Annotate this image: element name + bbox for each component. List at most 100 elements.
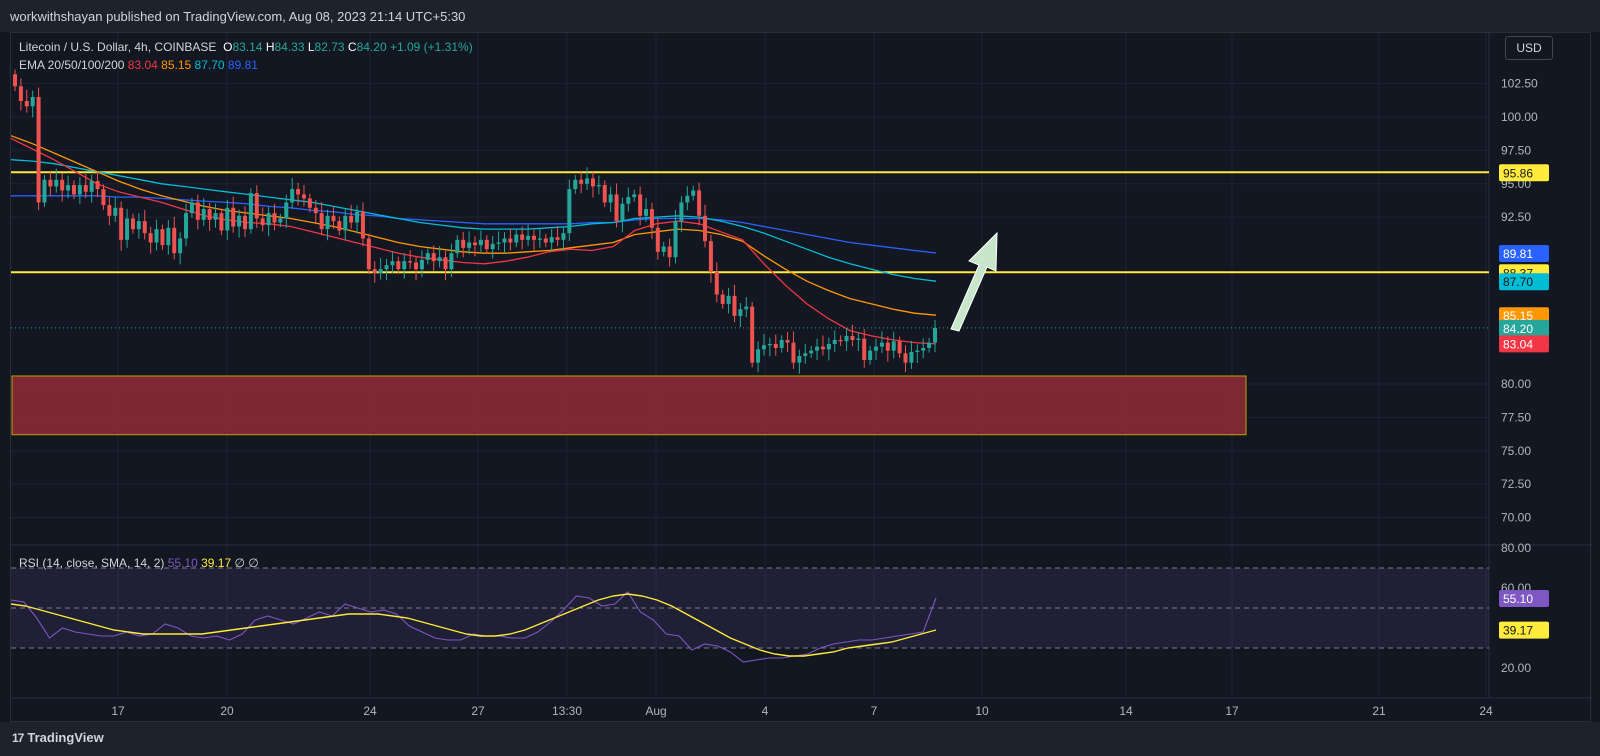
rsi-badge [1499,621,1549,639]
candle-body [673,221,678,258]
candle-body [284,202,289,219]
candle-body [596,185,601,187]
ema20-line [11,137,937,345]
high-value: 84.33 [274,40,305,54]
rsi-badge-text: 55.10 [1503,592,1533,606]
candle-body [685,195,690,203]
candle-body [915,350,920,352]
chart-frame[interactable]: 102.50 100.00 97.50 95.00 92.50 80.00 77.50 75.… [10,32,1592,723]
candle-body [555,237,560,240]
candle-body [708,241,713,272]
candle-body [372,269,377,274]
price-badge-ema200 [1499,245,1549,263]
candle-body [325,215,330,230]
candle-body [508,238,513,243]
candle-body [608,194,613,203]
candle-body [850,335,855,340]
candle-body [573,179,578,190]
candle-body [349,215,354,223]
candle-body [213,213,218,220]
candle-body [414,262,419,270]
candle-body [691,190,696,196]
candle-body [815,346,820,351]
candle-body [455,239,460,254]
candle-body [331,215,336,222]
candle-body [154,229,159,243]
rsi-badge-text: 39.17 [1503,624,1533,638]
candle-body [638,194,643,216]
time-tick-label: 14 [1119,704,1133,718]
time-tick-label: Aug [645,704,666,718]
candle-body [266,213,271,226]
candle-body [172,227,177,254]
candle-body [531,235,536,240]
candle-body [48,179,53,187]
candle-body [378,269,383,274]
candle-body [225,207,230,231]
candle-body [714,271,719,295]
candle-body [738,309,743,316]
candle-body [136,221,141,230]
candle-body [655,227,660,252]
candle-body [744,306,749,310]
candle-body [679,202,684,222]
candle-body [219,213,224,231]
candle-body [632,194,637,198]
time-tick-label: 21 [1372,704,1386,718]
candle-body [166,227,171,246]
rsi-badge [1499,590,1549,607]
candle-body [626,197,631,204]
candle-body [119,207,124,240]
candle-body [184,213,189,239]
candle-body [862,338,867,360]
price-tick-label: 70.00 [1501,511,1531,525]
price-badge-text-resistance-level: 95.86 [1503,166,1533,180]
price-tick-label: 75.00 [1501,444,1531,458]
candle-body [579,179,584,184]
candle-body [71,185,76,195]
tradingview-logo[interactable]: 17 TradingView [12,730,104,745]
candle-body [272,213,277,223]
time-tick-label: 17 [1225,704,1239,718]
candle-body [384,265,389,270]
candle-body [237,215,242,227]
price-badge-text-last-price: 84.20 [1503,322,1533,336]
time-tick-label: 17 [111,704,125,718]
candle-body [107,205,112,216]
symbol-legend: Litecoin / U.S. Dollar, 4h, COINBASE O83… [19,40,473,54]
candle-body [142,221,147,234]
candle-body [231,207,236,227]
candle-body [467,242,472,248]
candle-body [697,190,702,216]
price-tick-label: 92.50 [1501,210,1531,224]
chart-canvas[interactable]: 102.50100.0097.5095.0092.5080.0077.5075.… [11,33,1592,723]
price-tick-label: 100.00 [1501,110,1538,124]
price-badge-text-ema100: 87.70 [1503,275,1533,289]
rsi-extra-1: ∅ [234,556,245,570]
candle-body [425,253,430,260]
symbol-name: Litecoin / U.S. Dollar, 4h, COINBASE [19,40,217,54]
candle-body [537,238,542,240]
candle-body [343,215,348,231]
rsi-extra-2: ∅ [248,556,259,570]
time-tick-label: 24 [363,704,377,718]
candle-body [160,229,165,246]
candle-body [644,209,649,216]
candle-body [290,189,295,203]
candle-body [337,221,342,231]
candle-body [24,100,29,107]
currency-button[interactable]: USD [1505,36,1553,60]
candle-body [396,261,401,270]
candle-body [891,341,896,351]
candle-body [77,185,82,195]
candle-body [779,339,784,348]
candle-body [838,339,843,342]
candle-body [296,189,301,195]
candle-body [449,253,454,270]
candle-body [791,342,796,363]
price-badge-text-ema20: 83.04 [1503,337,1533,351]
candle-body [113,207,118,216]
candle-body [195,202,200,220]
price-badge-text-ema200: 89.81 [1503,247,1533,261]
candle-body [602,185,607,203]
